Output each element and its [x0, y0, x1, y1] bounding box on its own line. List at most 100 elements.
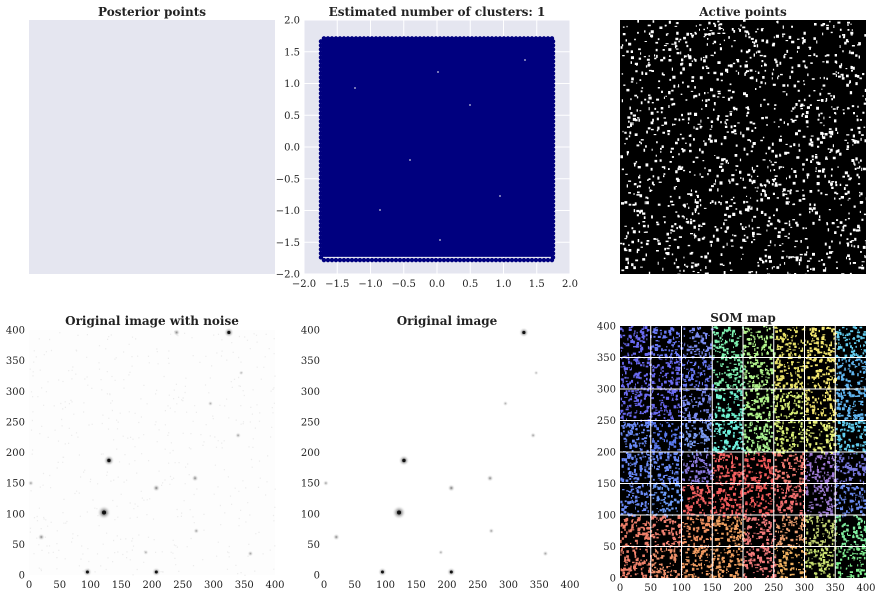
som-cell — [620, 547, 654, 578]
y-tick-label: 0 — [19, 571, 25, 582]
y-tick-label: 0.0 — [284, 143, 300, 154]
som-cell — [835, 546, 866, 578]
som-cell — [681, 452, 714, 485]
panel-active-points: Active points — [620, 5, 866, 274]
som-cell — [712, 326, 745, 360]
som-cell — [712, 452, 746, 486]
som-cell — [620, 389, 653, 423]
som-cell — [835, 326, 866, 360]
som-cell — [804, 515, 838, 550]
x-tick-label: 0 — [617, 583, 623, 594]
image-source — [247, 550, 254, 557]
y-tick-label: 350 — [597, 353, 616, 364]
som-cell — [773, 484, 807, 518]
point-gap — [469, 104, 471, 106]
y-tick-label: −0.5 — [276, 174, 300, 185]
x-tick-label: 50 — [348, 580, 361, 591]
noisy-y-tick-labels: 0 50 100 150 200 250 300 350 400 — [6, 326, 25, 582]
som-cell — [743, 358, 775, 392]
som-cell — [712, 484, 745, 518]
x-tick-label: 100 — [81, 580, 100, 591]
image-source — [191, 474, 199, 482]
som-cell — [805, 420, 837, 455]
panel-posterior-points: Posterior points — [29, 5, 275, 274]
image-source — [447, 484, 456, 492]
y-tick-label: 0.5 — [284, 111, 300, 122]
x-tick-label: 200 — [142, 580, 161, 591]
y-tick-label: 200 — [6, 448, 25, 459]
image-source — [193, 527, 200, 534]
point-gap — [499, 195, 501, 197]
som-y-tick-labels: 0 50 100 150 200 250 300 350 400 — [597, 322, 616, 585]
som-cell — [743, 421, 776, 455]
image-source-core — [380, 570, 384, 574]
y-tick-label: 50 — [12, 540, 25, 551]
som-cell — [712, 358, 746, 392]
y-tick-label: 2.0 — [284, 16, 300, 27]
x-tick-label: 100 — [672, 583, 691, 594]
posterior-axes-background — [29, 20, 275, 274]
image-source — [207, 400, 214, 407]
som-cell — [620, 357, 654, 391]
x-tick-label: 250 — [764, 583, 783, 594]
image-source-core — [402, 458, 406, 463]
image-source-core — [107, 458, 111, 463]
y-tick-label: 150 — [301, 479, 320, 490]
som-cell — [712, 515, 746, 549]
x-tick-label: 400 — [856, 583, 875, 594]
som-cell — [835, 420, 866, 455]
som-cell — [835, 483, 866, 518]
som-cell — [682, 515, 715, 549]
som-cell — [773, 389, 807, 422]
som-cell — [620, 452, 653, 487]
point-gap — [409, 159, 411, 161]
image-source — [143, 549, 149, 556]
x-tick-label: 300 — [795, 583, 814, 594]
point-gap — [439, 239, 441, 241]
som-cell — [773, 546, 807, 578]
y-tick-label: 50 — [603, 542, 616, 553]
x-tick-label: 50 — [644, 583, 657, 594]
x-tick-label: 0 — [321, 580, 327, 591]
panel-som-map: SOM map 0 50 100 150 200 250 300 350 400 0 50 100 1… — [597, 311, 876, 594]
som-cell — [712, 389, 746, 424]
som-cell — [683, 326, 715, 361]
y-tick-label: 250 — [6, 417, 25, 428]
image-source — [530, 432, 537, 439]
original-x-tick-labels: 0 50 100 150 200 250 300 350 400 — [321, 580, 580, 591]
clusters-x-tick-labels: −2.0 −1.5 −1.0 −0.5 0.0 0.5 1.0 1.5 2.0 — [292, 279, 578, 290]
y-tick-label: 400 — [301, 326, 320, 337]
image-source-core — [154, 570, 158, 574]
som-cell — [712, 420, 746, 454]
image-source — [438, 549, 444, 556]
som-cell — [651, 358, 684, 391]
x-tick-label: 1.0 — [496, 279, 512, 290]
image-source-core — [397, 510, 402, 515]
y-tick-label: 200 — [301, 448, 320, 459]
image-source-core — [522, 330, 526, 335]
x-tick-label: 0.5 — [462, 279, 478, 290]
som-cell — [774, 452, 807, 487]
image-source — [542, 550, 549, 557]
som-cell — [804, 452, 838, 486]
x-tick-label: −2.0 — [292, 279, 316, 290]
image-source-core — [85, 570, 89, 574]
som-title: SOM map — [710, 311, 775, 325]
x-tick-label: 350 — [826, 583, 845, 594]
image-source — [533, 370, 539, 376]
image-source — [486, 474, 494, 482]
image-source-core — [227, 330, 231, 335]
x-tick-label: 1.5 — [529, 279, 545, 290]
x-tick-label: 100 — [376, 580, 395, 591]
original-image-sources — [322, 327, 549, 577]
som-cell — [805, 357, 838, 391]
original-y-tick-labels: 0 50 100 150 200 250 300 350 400 — [301, 326, 320, 582]
panel-noisy-image: Original image with noise 0 50 100 150 200 25… — [6, 314, 285, 591]
posterior-title: Posterior points — [98, 5, 206, 19]
som-cell — [651, 483, 684, 518]
active-title: Active points — [698, 5, 787, 19]
som-cell — [743, 326, 776, 360]
som-cell — [620, 515, 653, 549]
som-cell — [773, 420, 805, 455]
som-cell — [775, 515, 807, 548]
